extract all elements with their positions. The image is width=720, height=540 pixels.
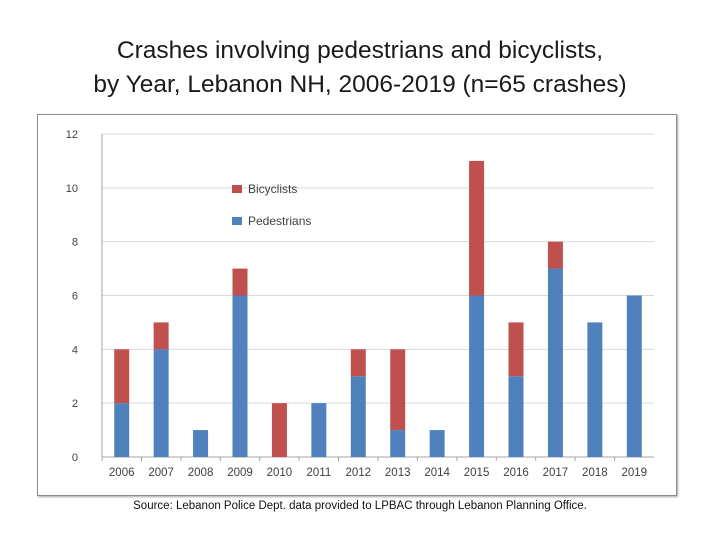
bar-bicyclists-2006 [114, 349, 130, 404]
bar-bicyclists-2017 [547, 241, 563, 269]
legend-swatch-pedestrians [232, 217, 242, 225]
x-tick-label-2019: 2019 [621, 467, 647, 479]
bar-pedestrians-2006 [114, 403, 130, 457]
x-tick-label-2008: 2008 [188, 467, 214, 479]
bar-bicyclists-2007 [153, 322, 169, 350]
bar-pedestrians-2019 [626, 295, 642, 457]
y-tick-label-8: 8 [72, 237, 78, 249]
stacked-bar-chart: 0 2 4 6 8 10 12 2006 2007 2008 2009 2010 2011 2012 201… [66, 129, 654, 479]
x-tick-label-2006: 2006 [109, 467, 135, 479]
x-tick-label-2017: 2017 [543, 467, 569, 479]
chart-title: Crashes involving pedestrians and bicycl… [0, 34, 720, 102]
bar-pedestrians-2013 [390, 430, 406, 457]
x-tick-label-2016: 2016 [503, 467, 529, 479]
x-tick-label-2013: 2013 [385, 467, 411, 479]
bar-bicyclists-2012 [350, 349, 366, 377]
bar-bicyclists-2015 [469, 160, 485, 296]
legend-label-pedestrians: Pedestrians [248, 214, 311, 228]
y-tick-label-12: 12 [66, 129, 78, 141]
x-tick-label-2010: 2010 [267, 467, 293, 479]
x-tick-label-2007: 2007 [148, 467, 174, 479]
bar-bicyclists-2009 [232, 268, 248, 296]
bar-pedestrians-2015 [469, 295, 485, 457]
chart-area: 0 2 4 6 8 10 12 2006 2007 2008 2009 2010 2011 2012 201… [37, 114, 677, 496]
bar-pedestrians-2018 [587, 322, 603, 457]
bar-pedestrians-2008 [193, 430, 209, 457]
x-tick-label-2011: 2011 [306, 467, 331, 479]
bar-pedestrians-2009 [232, 295, 248, 457]
bar-bicyclists-2013 [390, 349, 406, 431]
y-tick-label-2: 2 [72, 398, 78, 410]
x-tick-label-2018: 2018 [582, 467, 608, 479]
x-tick-label-2014: 2014 [424, 467, 450, 479]
y-tick-label-4: 4 [72, 344, 78, 356]
bar-pedestrians-2011 [311, 403, 327, 457]
x-tick-label-2009: 2009 [227, 467, 253, 479]
bar-pedestrians-2016 [508, 376, 524, 457]
chart-title-line-1: Crashes involving pedestrians and bicycl… [116, 37, 604, 64]
y-tick-label-6: 6 [72, 291, 78, 303]
bar-pedestrians-2017 [547, 268, 563, 457]
bar-bicyclists-2016 [508, 322, 524, 377]
y-tick-label-10: 10 [66, 183, 78, 195]
bar-pedestrians-2014 [429, 430, 445, 457]
y-tick-label-0: 0 [72, 452, 78, 464]
source-note: Source: Lebanon Police Dept. data provid… [133, 500, 587, 512]
x-tick-label-2012: 2012 [345, 467, 371, 479]
x-tick-label-2015: 2015 [464, 467, 490, 479]
legend-swatch-bicyclists [232, 185, 242, 193]
bar-bicyclists-2010 [271, 403, 287, 457]
bar-pedestrians-2012 [350, 376, 366, 457]
legend-label-bicyclists: Bicyclists [248, 182, 297, 196]
bar-pedestrians-2007 [153, 349, 169, 457]
chart-title-line-2: by Year, Lebanon NH, 2006-2019 (n=65 cra… [93, 71, 627, 98]
